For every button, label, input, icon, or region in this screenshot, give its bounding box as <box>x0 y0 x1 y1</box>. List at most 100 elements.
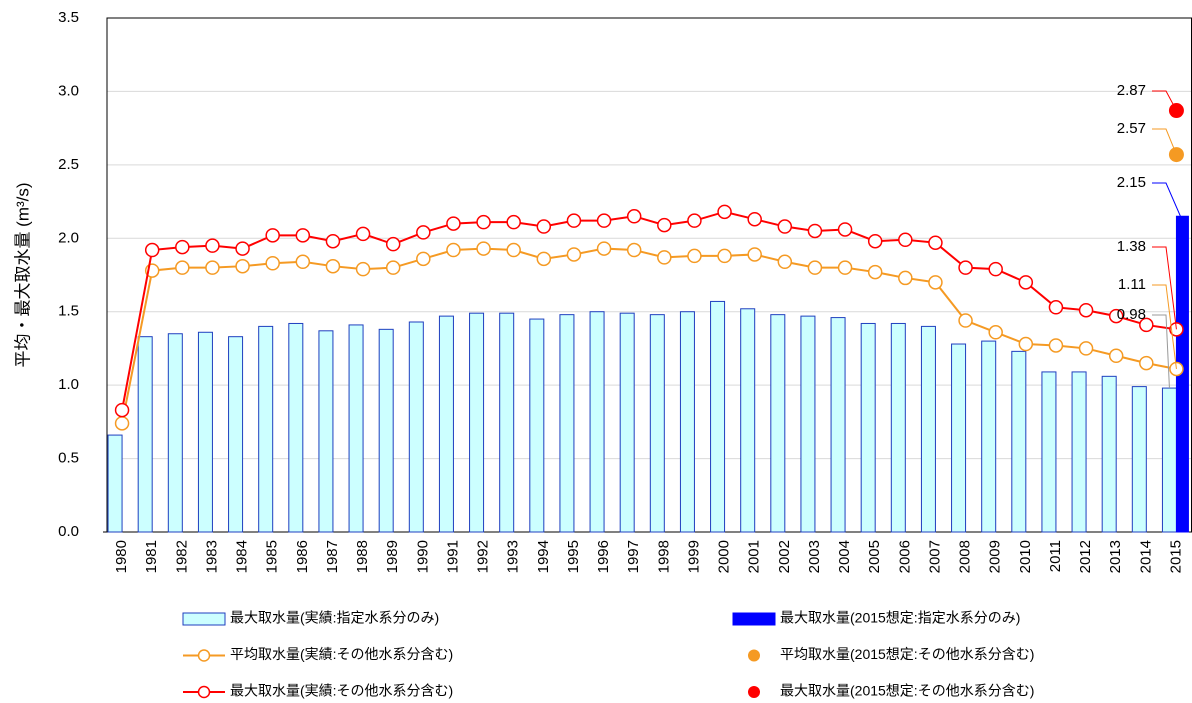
line-marker <box>205 260 220 275</box>
line-marker <box>1018 336 1034 352</box>
bar <box>1161 387 1177 533</box>
line-marker <box>1139 317 1154 333</box>
x-tick-label: 2002 <box>776 540 793 573</box>
x-tick-label: 1983 <box>203 540 220 573</box>
x-tick-label: 2008 <box>957 540 974 573</box>
bar <box>981 340 997 533</box>
legend-swatch <box>197 685 211 699</box>
line-marker <box>1108 308 1124 324</box>
bar <box>137 336 153 533</box>
line-marker <box>446 242 461 258</box>
leader-line <box>1152 284 1177 370</box>
line-marker <box>355 226 371 242</box>
data-label: 0.98 <box>1117 306 1146 323</box>
legend-label: 最大取水量(実績:その他水系分含む) <box>230 683 453 699</box>
legend-label: 最大取水量(実績:指定水系分のみ) <box>230 610 439 626</box>
x-tick-label: 1981 <box>143 540 160 573</box>
bar <box>167 333 183 533</box>
line-marker <box>867 233 883 249</box>
line-marker <box>506 214 521 230</box>
data-label: 1.38 <box>1117 238 1146 255</box>
legend-label: 最大取水量(2015想定:その他水系分含む) <box>780 683 1034 699</box>
bar <box>770 314 786 533</box>
line-marker <box>476 214 491 230</box>
line-marker <box>476 241 491 256</box>
line-marker <box>175 260 190 275</box>
line-marker <box>988 261 1003 277</box>
line-marker <box>1018 275 1034 290</box>
legend-label: 最大取水量(2015想定:指定水系分のみ) <box>780 610 1020 626</box>
line-marker <box>837 260 853 275</box>
line-marker <box>295 254 311 270</box>
x-tick-label: 1988 <box>354 540 371 573</box>
line-marker <box>988 325 1003 340</box>
legend-label: 平均取水量(2015想定:その他水系分含む) <box>780 646 1034 662</box>
line-marker <box>566 213 582 228</box>
y-tick-label: 3.0 <box>58 82 79 99</box>
leader-line <box>1152 90 1177 111</box>
bar <box>619 312 635 533</box>
x-tick-label: 1980 <box>113 540 130 573</box>
line-marker <box>1078 302 1094 318</box>
x-tick-label: 2004 <box>836 540 853 573</box>
x-tick-label: 1987 <box>324 540 341 573</box>
line-marker <box>385 260 401 275</box>
line-marker <box>265 256 280 271</box>
x-tick-label: 1991 <box>444 540 461 573</box>
bar <box>1011 350 1027 533</box>
bar <box>318 330 334 533</box>
bar <box>920 325 936 533</box>
legend-swatch <box>748 686 760 698</box>
bar <box>197 331 213 533</box>
line-marker <box>144 242 160 258</box>
x-tick-label: 1990 <box>414 540 431 573</box>
bar <box>258 325 274 533</box>
data-label: 2.57 <box>1117 120 1146 137</box>
line-marker <box>837 222 853 237</box>
line-marker <box>325 258 341 274</box>
line-marker <box>205 238 220 253</box>
data-label: 2.87 <box>1117 82 1146 99</box>
x-tick-label: 1985 <box>264 540 281 573</box>
leader-line <box>1152 182 1181 217</box>
line-marker <box>446 216 461 231</box>
x-tick-label: 1997 <box>625 540 642 573</box>
line-marker <box>928 275 943 290</box>
line-marker <box>717 204 732 220</box>
line-marker <box>1048 300 1064 315</box>
bar <box>860 322 876 533</box>
line-marker <box>536 251 552 267</box>
line-marker <box>1078 341 1094 356</box>
line-marker <box>747 211 762 227</box>
line-marker <box>898 270 913 286</box>
x-tick-label: 1982 <box>173 540 190 573</box>
bar <box>589 311 605 533</box>
bar <box>679 311 695 533</box>
bar <box>499 312 515 533</box>
line-marker <box>958 260 973 275</box>
line-marker <box>657 217 672 233</box>
bar <box>438 315 454 533</box>
bar <box>800 315 816 533</box>
x-tick-label: 2000 <box>716 540 733 573</box>
x-tick-label: 2012 <box>1077 540 1094 573</box>
x-tick-label: 2006 <box>896 540 913 573</box>
bar <box>649 314 665 533</box>
line-marker <box>747 247 762 262</box>
line-marker <box>1108 348 1124 364</box>
line-marker <box>416 225 431 240</box>
y-tick-label: 1.5 <box>58 303 79 320</box>
x-tick-label: 2003 <box>806 540 823 573</box>
line-marker <box>687 213 702 228</box>
line-marker <box>1139 355 1154 371</box>
x-tick-label: 2015 <box>1167 540 1184 573</box>
bar <box>288 322 304 533</box>
x-tick-label: 1986 <box>294 540 311 573</box>
line-marker <box>657 250 672 265</box>
y-tick-label: 0.5 <box>58 450 79 467</box>
bar <box>1101 375 1117 533</box>
line-marker <box>626 242 642 258</box>
bar <box>469 312 485 533</box>
x-tick-label: 1994 <box>535 540 552 573</box>
